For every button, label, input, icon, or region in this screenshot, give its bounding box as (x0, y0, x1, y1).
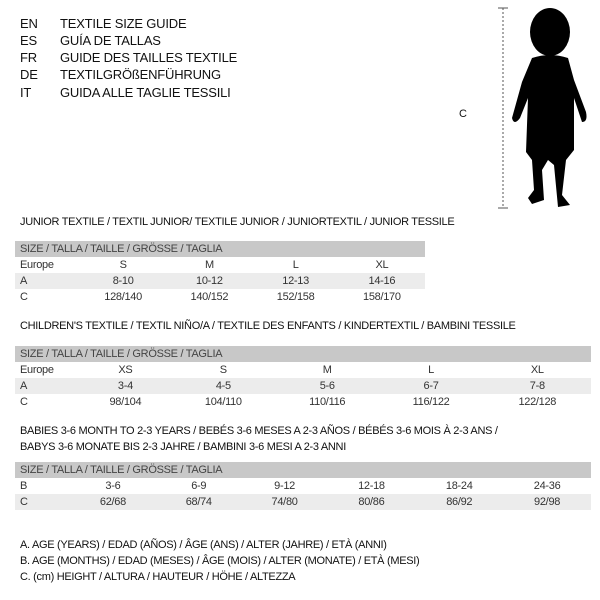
legend-c: C. (cm) HEIGHT / ALTURA / HAUTEUR / HÖHE… (20, 571, 296, 583)
table-row: A 3-4 4-5 5-6 6-7 7-8 (15, 378, 591, 394)
table-row: C 62/68 68/74 74/80 80/86 86/92 92/98 (15, 494, 591, 510)
lang-code: ES (20, 33, 37, 48)
table-row: C 98/104 104/110 110/116 116/122 122/128 (20, 396, 557, 408)
legend-a: A. AGE (YEARS) / EDAD (AÑOS) / ÂGE (ANS)… (20, 539, 387, 551)
junior-size-table: SIZE / TALLA / TAILLE / GRÖSSE / TAGLIA … (15, 241, 425, 305)
legend-b: B. AGE (MONTHS) / EDAD (MESES) / ÂGE (MO… (20, 555, 420, 567)
measure-label: C (459, 108, 467, 120)
lang-code: DE (20, 67, 38, 82)
lang-label: GUIDE DES TAILLES TEXTILE (60, 50, 238, 65)
table-header: SIZE / TALLA / TAILLE / GRÖSSE / TAGLIA (15, 346, 591, 362)
lang-code: EN (20, 16, 38, 31)
table-row: C 128/140 140/152 152/158 158/170 (20, 291, 401, 303)
table-header: SIZE / TALLA / TAILLE / GRÖSSE / TAGLIA (15, 462, 591, 478)
lang-label: TEXTILE SIZE GUIDE (60, 16, 187, 31)
lang-label: TEXTILGRÖßENFÜHRUNG (60, 67, 221, 82)
babies-title-line2: BABYS 3-6 MONATE BIS 2-3 JAHRE / BAMBINI… (20, 441, 346, 453)
lang-code: FR (20, 50, 37, 65)
table-row: A 8-10 10-12 12-13 14-16 (15, 273, 425, 289)
children-size-table: SIZE / TALLA / TAILLE / GRÖSSE / TAGLIA … (15, 346, 591, 410)
babies-title-line1: BABIES 3-6 MONTH TO 2-3 YEARS / BEBÉS 3-… (20, 425, 498, 437)
babies-size-table: SIZE / TALLA / TAILLE / GRÖSSE / TAGLIA … (15, 462, 591, 510)
table-row: Europe XS S M L XL (20, 364, 544, 376)
lang-label: GUIDA ALLE TAGLIE TESSILI (60, 85, 231, 100)
lang-label: GUÍA DE TALLAS (60, 33, 161, 48)
junior-title: JUNIOR TEXTILE / TEXTIL JUNIOR/ TEXTILE … (20, 216, 455, 228)
table-row: Europe S M L XL (20, 259, 389, 271)
lang-code: IT (20, 85, 32, 100)
table-row: B 3-6 6-9 9-12 12-18 18-24 24-36 (20, 480, 561, 492)
child-silhouette-icon (498, 7, 587, 209)
children-title: CHILDREN'S TEXTILE / TEXTIL NIÑO/A / TEX… (20, 320, 516, 332)
table-header: SIZE / TALLA / TAILLE / GRÖSSE / TAGLIA (15, 241, 425, 257)
